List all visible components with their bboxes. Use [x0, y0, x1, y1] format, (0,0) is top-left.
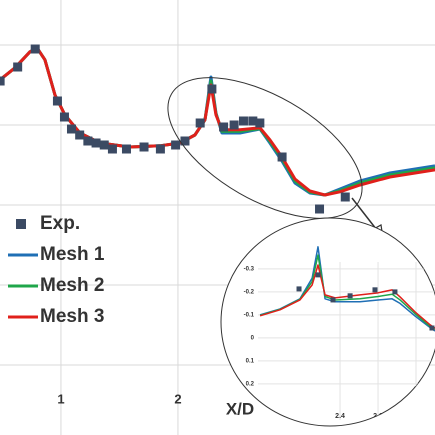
exp-marker	[347, 293, 353, 299]
exp-marker	[195, 118, 205, 128]
exp-marker	[255, 118, 265, 128]
exp-marker	[429, 325, 435, 331]
y-tick-label: 0.2	[246, 381, 255, 387]
exp-marker	[229, 120, 239, 130]
y-tick-label: 0.1	[246, 358, 255, 364]
exp-marker	[171, 140, 181, 150]
exp-marker	[139, 142, 149, 152]
x-tick-label: 2.8	[411, 413, 421, 420]
exp-marker	[392, 289, 398, 295]
exp-marker	[330, 297, 336, 303]
y-tick-label: -0.1	[244, 312, 255, 318]
y-tick-label: -0.3	[244, 266, 255, 272]
exp-marker	[30, 44, 40, 54]
exp-marker	[180, 136, 190, 146]
exp-marker	[238, 116, 248, 126]
exp-marker	[296, 286, 302, 292]
inset-plot: 2.4 2.6 2.8-0.3-0.2-0.100.10.2	[244, 246, 435, 420]
legend: Exp. Mesh 1 Mesh 2 Mesh 3	[8, 213, 105, 327]
exp-marker	[13, 62, 23, 72]
exp-marker	[315, 204, 325, 214]
inset-frame	[220, 217, 435, 427]
x-tick-label: 2.4	[335, 413, 345, 420]
exp-marker	[315, 272, 321, 278]
exp-marker	[83, 136, 93, 146]
legend-label: Mesh 1	[40, 244, 105, 265]
exp-marker	[75, 130, 85, 140]
x-axis-label: X/D	[226, 399, 254, 418]
exp-marker	[59, 112, 69, 122]
exp-marker	[107, 144, 117, 154]
y-tick-label: -0.2	[244, 289, 255, 295]
exp-marker	[219, 122, 229, 132]
exp-marker	[372, 287, 378, 293]
exp-marker	[99, 140, 109, 150]
exp-marker	[91, 138, 101, 148]
legend-label: Exp.	[40, 213, 80, 234]
exp-marker	[155, 144, 165, 154]
exp-marker	[277, 152, 287, 162]
exp-marker	[121, 144, 131, 154]
exp-marker	[0, 76, 5, 86]
exp-marker	[207, 84, 217, 94]
zoom-region	[167, 77, 363, 219]
exp-marker	[248, 116, 258, 126]
series-line	[259, 264, 435, 329]
exp-marker	[340, 192, 350, 202]
x-tick-label: 2	[174, 391, 181, 406]
x-tick-label: 1	[57, 391, 64, 406]
legend-marker	[16, 219, 26, 229]
exp-marker	[52, 96, 62, 106]
legend-label: Mesh 2	[40, 275, 104, 296]
exp-marker	[66, 124, 76, 134]
y-tick-label: 0	[251, 335, 255, 341]
legend-label: Mesh 3	[40, 306, 104, 327]
series-line	[0, 46, 435, 197]
